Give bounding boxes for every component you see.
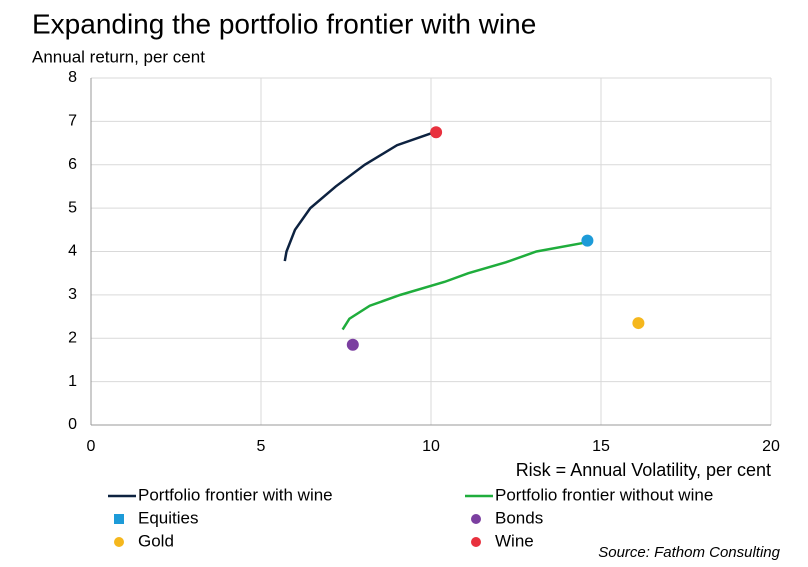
legend-label: Portfolio frontier with wine — [138, 485, 333, 504]
point — [581, 234, 594, 247]
y-tick-label: 5 — [68, 199, 77, 216]
y-tick-label: 0 — [68, 416, 77, 433]
legend-swatch — [471, 514, 481, 524]
y-tick-label: 7 — [68, 113, 77, 130]
x-axis-label: Risk = Annual Volatility, per cent — [516, 460, 771, 480]
legend-label: Gold — [138, 531, 174, 550]
source: Source: Fathom Consulting — [598, 544, 780, 561]
y-tick-label: 2 — [68, 329, 77, 346]
legend-label: Equities — [138, 508, 198, 527]
point — [346, 338, 359, 351]
legend-swatch — [114, 537, 124, 547]
y-tick-label: 4 — [68, 243, 77, 260]
y-tick-label: 3 — [68, 286, 77, 303]
legend-label: Portfolio frontier without wine — [495, 485, 713, 504]
x-tick-label: 0 — [87, 438, 96, 455]
x-tick-label: 15 — [592, 438, 610, 455]
x-tick-label: 20 — [762, 438, 780, 455]
y-axis-label: Annual return, per cent — [32, 47, 205, 66]
point — [430, 126, 443, 139]
y-tick-label: 6 — [68, 156, 77, 173]
x-tick-label: 10 — [422, 438, 440, 455]
legend-label: Bonds — [495, 508, 543, 527]
frontier-line — [283, 131, 435, 262]
legend-swatch — [114, 514, 124, 524]
point — [632, 317, 645, 330]
y-tick-label: 1 — [68, 373, 77, 390]
frontier-line — [341, 241, 585, 331]
chart-title: Expanding the portfolio frontier with wi… — [32, 8, 536, 39]
x-tick-label: 5 — [257, 438, 266, 455]
y-tick-label: 8 — [68, 69, 77, 86]
legend-swatch — [471, 537, 481, 547]
legend-label: Wine — [495, 531, 534, 550]
